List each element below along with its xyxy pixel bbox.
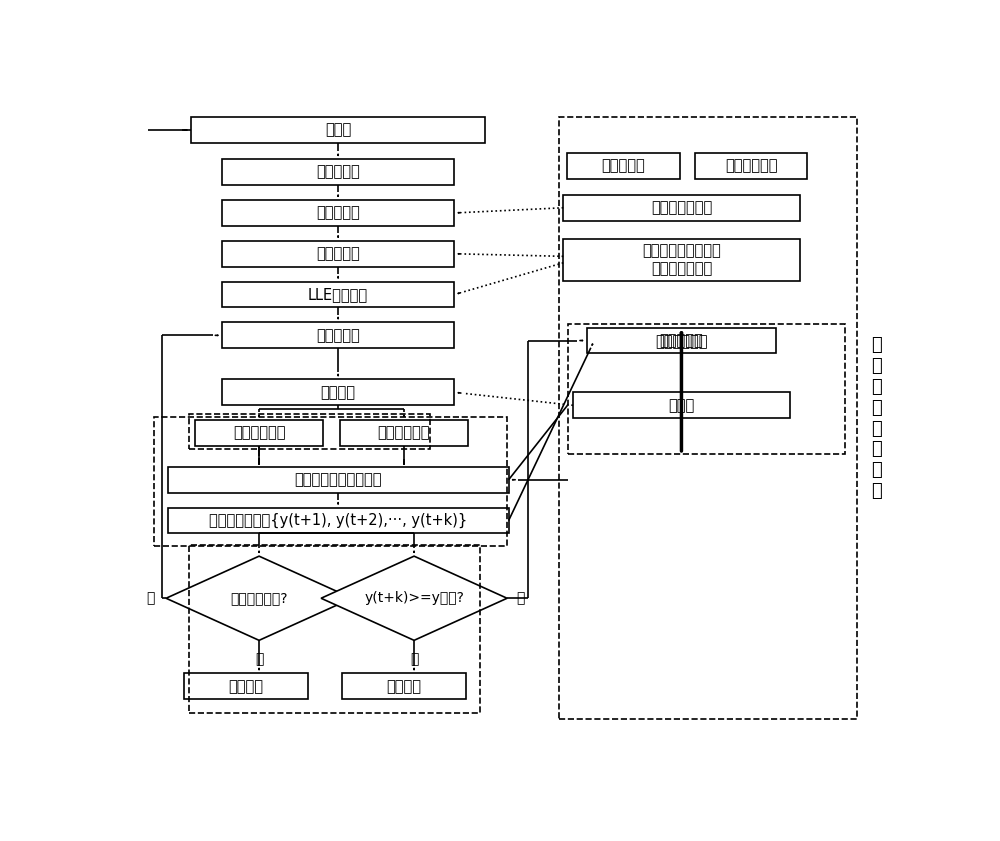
Text: 特征提取、特征降维
和特征融合模块: 特征提取、特征降维 和特征融合模块 [642,243,721,276]
Text: 应用与验证: 应用与验证 [660,333,703,348]
Text: 数据预处理: 数据预处理 [316,205,360,220]
Text: 相关数据集: 相关数据集 [316,165,360,180]
Bar [195,420,323,446]
Bar [563,239,800,281]
Bar [568,325,845,454]
Bar [340,420,468,446]
Bar [222,241,454,267]
Text: 集成数据库: 集成数据库 [601,158,645,173]
Text: 时频域特征: 时频域特征 [316,246,360,262]
Text: 模型库: 模型库 [668,398,695,413]
Text: 否: 否 [146,591,154,606]
Bar [184,674,308,699]
Text: 优化模型参数: 优化模型参数 [233,426,285,441]
Bar [191,117,485,143]
Bar [168,467,509,493]
Text: 滚动轴承故障预测算法: 滚动轴承故障预测算法 [294,473,382,487]
Bar [154,417,507,547]
Polygon shape [166,556,352,640]
Text: 数据预处理模块: 数据预处理模块 [651,200,712,215]
Bar [222,159,454,185]
Text: 故障预测模块: 故障预测模块 [655,335,708,349]
Text: 实时监测数据: 实时监测数据 [378,426,430,441]
Text: 否: 否 [516,591,525,606]
Bar [342,674,466,699]
Bar [567,153,680,178]
Text: 综合特征集: 综合特征集 [316,328,360,343]
Text: 轴
承
智
能
信
息
系
统: 轴 承 智 能 信 息 系 统 [871,336,882,500]
Text: 达到预测精度?: 达到预测精度? [230,591,288,606]
Bar [573,392,790,418]
Bar [587,327,776,353]
Text: LLE特征降维: LLE特征降维 [308,287,368,302]
Text: 是: 是 [410,652,418,666]
Polygon shape [321,556,507,640]
Text: 输出预测结果：{y(t+1), y(t+2),···, y(t+k)}: 输出预测结果：{y(t+1), y(t+2),···, y(t+k)} [209,513,467,528]
Bar [563,195,800,220]
Bar [222,322,454,348]
Text: 数据库: 数据库 [325,123,351,138]
Bar [189,544,480,713]
Text: 故障预警: 故障预警 [386,679,422,694]
Bar [222,200,454,226]
Bar [168,508,509,533]
Text: 状态监测模块: 状态监测模块 [725,158,777,173]
Bar [695,153,807,178]
Bar [222,379,454,405]
Bar [222,282,454,308]
Bar [559,117,857,719]
Text: 训练模型: 训练模型 [321,385,356,399]
Text: y(t+k)>=y阈値?: y(t+k)>=y阈値? [364,591,464,606]
Text: 是: 是 [255,652,263,666]
Text: 预测结果: 预测结果 [228,679,263,694]
Bar [189,414,430,449]
